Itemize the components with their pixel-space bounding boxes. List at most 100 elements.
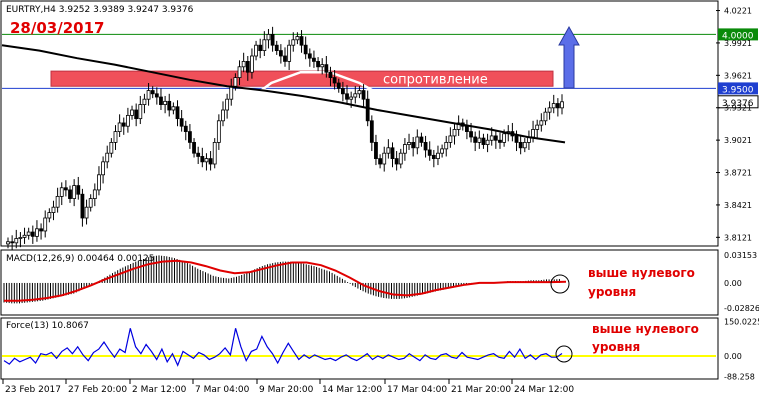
date-label: 28/03/2017 bbox=[10, 19, 104, 37]
candle-body bbox=[473, 136, 478, 143]
candle-body bbox=[154, 93, 159, 98]
candle-body bbox=[547, 107, 552, 113]
candle-body bbox=[175, 106, 180, 120]
candle-body bbox=[398, 152, 403, 165]
candle-body bbox=[159, 96, 163, 106]
candle-body bbox=[6, 241, 10, 245]
candle-body bbox=[369, 120, 374, 143]
candle-body bbox=[26, 231, 31, 236]
candle-body bbox=[419, 136, 424, 143]
macd-tick-label: -0.02826 bbox=[724, 304, 759, 313]
candle-body bbox=[150, 90, 155, 95]
time-tick-label: 23 Feb 2017 bbox=[5, 385, 61, 395]
candle-body bbox=[357, 90, 362, 95]
price-tick-label: 3.9921 bbox=[724, 39, 752, 48]
candle-body bbox=[489, 135, 494, 141]
candle-body bbox=[109, 141, 114, 154]
price-tick-label: 3.8421 bbox=[724, 201, 752, 210]
candle-body bbox=[456, 122, 461, 130]
candle-body bbox=[43, 217, 48, 232]
time-tick-label: 17 Mar 04:00 bbox=[387, 385, 447, 395]
price-tick-label: 3.8121 bbox=[724, 233, 752, 242]
candle-body bbox=[22, 234, 27, 238]
candle-body bbox=[481, 137, 486, 145]
candle-body bbox=[324, 64, 329, 73]
candle-body bbox=[374, 141, 378, 159]
candle-body bbox=[291, 39, 296, 46]
candle-body bbox=[386, 147, 391, 154]
macd-title: MACD(12,26,9) 0.00464 0.00125 bbox=[6, 254, 155, 264]
candle-body bbox=[208, 158, 213, 165]
candle-body bbox=[361, 90, 366, 100]
last-price-label: 3.9376 bbox=[722, 99, 754, 109]
candle-body bbox=[390, 147, 395, 160]
candle-body bbox=[555, 103, 560, 109]
candle-body bbox=[436, 152, 440, 159]
macd-tick-label: 0.00 bbox=[724, 279, 742, 288]
candle-body bbox=[266, 34, 271, 41]
price-tick-label: 3.8721 bbox=[724, 169, 752, 178]
candle-body bbox=[237, 66, 242, 79]
candle-body bbox=[88, 198, 93, 208]
candle-body bbox=[192, 141, 196, 154]
candle-body bbox=[254, 44, 258, 57]
candle-body bbox=[188, 131, 192, 143]
candle-body bbox=[518, 141, 523, 149]
candle-body bbox=[258, 44, 263, 52]
macd-highlight-circle bbox=[550, 274, 570, 294]
candle-body bbox=[55, 195, 60, 208]
candle-body bbox=[444, 141, 449, 150]
candle-body bbox=[216, 120, 221, 143]
price-panel bbox=[0, 0, 719, 247]
level-label-1: 3.9500 bbox=[722, 85, 754, 95]
candle-body bbox=[560, 101, 564, 109]
level-label-0: 4.0000 bbox=[722, 31, 754, 41]
symbol-header: EURTRY,H4 3.9252 3.9389 3.9247 3.9376 bbox=[6, 5, 194, 15]
candle-body bbox=[30, 231, 35, 237]
candle-body bbox=[283, 55, 287, 62]
candle-body bbox=[340, 88, 345, 95]
level-tag-0 bbox=[718, 28, 758, 41]
candle-body bbox=[320, 64, 325, 68]
candle-body bbox=[312, 57, 316, 62]
candle-body bbox=[336, 82, 341, 89]
force-highlight-circle bbox=[555, 345, 573, 363]
candle-body bbox=[407, 141, 411, 145]
candle-body bbox=[551, 103, 556, 109]
candle-body bbox=[274, 44, 279, 52]
candle-body bbox=[440, 148, 445, 154]
candle-body bbox=[278, 50, 283, 57]
candle-body bbox=[121, 122, 126, 127]
candle-body bbox=[97, 174, 101, 191]
candle-body bbox=[92, 189, 97, 199]
candle-body bbox=[427, 149, 432, 156]
candle-body bbox=[270, 34, 275, 46]
candle-body bbox=[221, 109, 225, 122]
candle-body bbox=[10, 241, 15, 244]
candle-body bbox=[498, 139, 502, 143]
candle-body bbox=[469, 131, 473, 138]
candle-body bbox=[196, 152, 201, 157]
candle-body bbox=[14, 238, 19, 244]
candle-body bbox=[51, 206, 56, 213]
force-annotation-line2: уровня bbox=[592, 340, 640, 354]
time-tick-label: 7 Mar 04:00 bbox=[195, 385, 250, 395]
candle-body bbox=[204, 158, 209, 163]
candle-body bbox=[47, 212, 52, 219]
macd-signal-line bbox=[4, 259, 567, 302]
price-tick-label: 3.9621 bbox=[724, 71, 752, 80]
time-tick-label: 14 Mar 12:00 bbox=[322, 385, 382, 395]
price-tick-label: 3.9021 bbox=[724, 136, 752, 145]
time-tick-label: 21 Mar 20:00 bbox=[451, 385, 511, 395]
candle-body bbox=[316, 61, 320, 68]
price-tick-label: 3.9321 bbox=[724, 104, 752, 113]
candle-body bbox=[514, 135, 519, 143]
candle-body bbox=[394, 158, 399, 165]
candle-body bbox=[378, 158, 382, 165]
candle-body bbox=[485, 139, 490, 145]
candle-body bbox=[250, 55, 254, 73]
force-title: Force(13) 10.8067 bbox=[6, 321, 89, 331]
candle-body bbox=[179, 118, 184, 127]
candle-body bbox=[402, 144, 407, 154]
macd-tick-label: 0.03153 bbox=[724, 251, 757, 260]
